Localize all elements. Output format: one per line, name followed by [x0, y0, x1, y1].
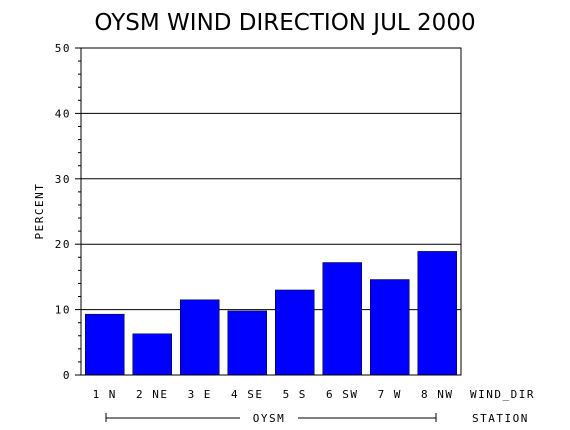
- x-tick-label-3: 3 E: [188, 388, 212, 401]
- bar-8: [417, 251, 457, 376]
- x-tick-label-7: 7 W: [378, 388, 402, 401]
- bar-5: [275, 289, 315, 376]
- x-axis-label: WIND_DIR: [470, 388, 535, 401]
- bar-3: [180, 299, 220, 376]
- station-group-label: OYSM: [253, 412, 286, 425]
- y-tick-label-4: 40: [55, 107, 71, 120]
- bar-6: [322, 262, 362, 376]
- station-axis-label: STATION: [472, 412, 529, 425]
- station-group-bracket: OYSM: [105, 412, 437, 425]
- y-tick-label-0: 0: [63, 369, 71, 382]
- bar-7: [370, 279, 410, 376]
- y-tick-label-2: 20: [55, 238, 71, 251]
- bar-2: [132, 333, 172, 376]
- bars: [85, 251, 457, 376]
- y-axis-label: PERCENT: [33, 183, 46, 240]
- y-tick-label-3: 30: [55, 173, 71, 186]
- y-tick-label-5: 50: [55, 42, 71, 55]
- x-axis-tick-labels: 1 N 2 NE 3 E 4 SE 5 S 6 SW 7 W 8 NW: [93, 388, 454, 401]
- x-tick-label-8: 8 NW: [421, 388, 454, 401]
- plot-frame: [80, 47, 462, 376]
- chart-title: OYSM WIND DIRECTION JUL 2000: [94, 10, 475, 36]
- x-tick-label-5: 5 S: [283, 388, 307, 401]
- x-tick-label-2: 2 NE: [136, 388, 169, 401]
- x-tick-label-6: 6 SW: [326, 388, 359, 401]
- grid-lines: [81, 47, 461, 311]
- x-tick-label-1: 1 N: [93, 388, 117, 401]
- bar-1: [85, 313, 125, 376]
- y-tick-label-1: 10: [55, 304, 71, 317]
- y-axis-ticks: 0 10 20 30 40 50: [55, 42, 81, 382]
- x-tick-label-4: 4 SE: [231, 388, 264, 401]
- bar-4: [227, 310, 267, 376]
